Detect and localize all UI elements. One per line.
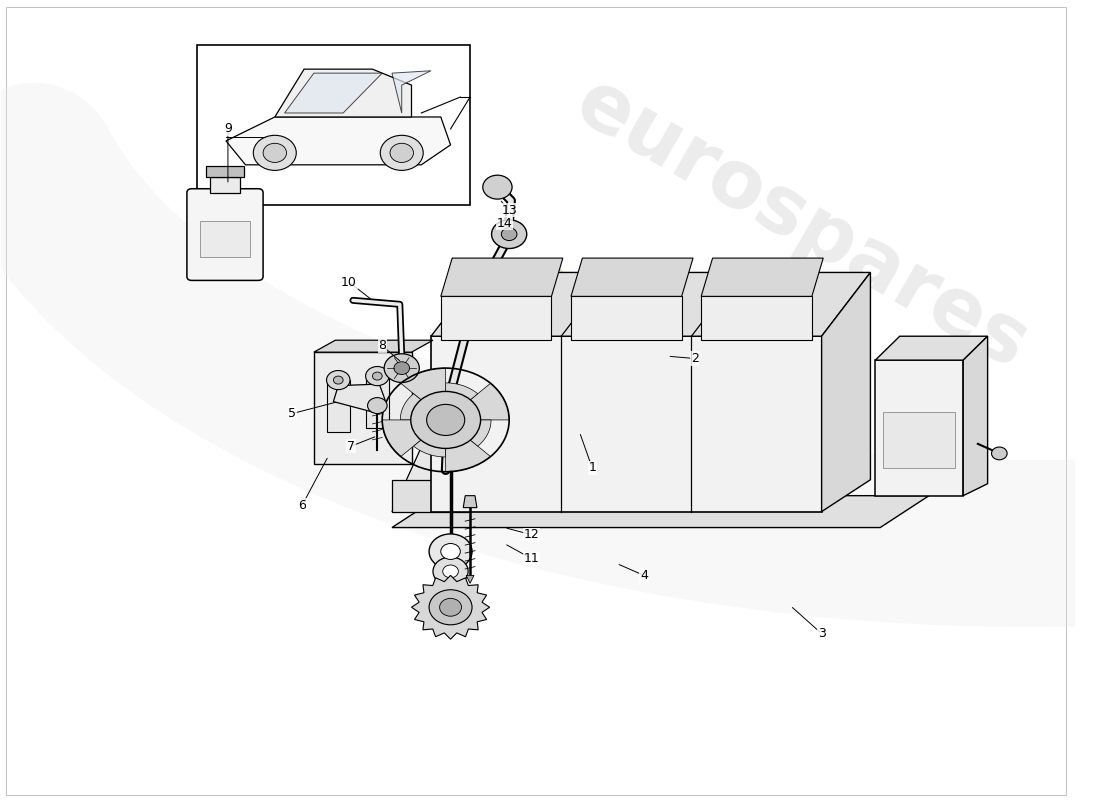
Circle shape: [492, 220, 527, 249]
Circle shape: [263, 143, 286, 162]
Text: eurospares: eurospares: [562, 63, 1042, 386]
Polygon shape: [314, 340, 433, 352]
Text: 4: 4: [640, 569, 648, 582]
Circle shape: [441, 543, 460, 559]
Circle shape: [367, 398, 387, 414]
Polygon shape: [571, 258, 693, 296]
Text: 14: 14: [496, 217, 513, 230]
Polygon shape: [365, 376, 389, 428]
Polygon shape: [207, 166, 243, 177]
Polygon shape: [400, 394, 446, 420]
Text: 9: 9: [224, 122, 232, 135]
Circle shape: [373, 372, 382, 380]
Circle shape: [991, 447, 1008, 460]
Circle shape: [410, 391, 481, 449]
Polygon shape: [463, 496, 477, 508]
Polygon shape: [701, 258, 823, 296]
Polygon shape: [392, 496, 930, 527]
Circle shape: [327, 370, 350, 390]
Polygon shape: [701, 296, 812, 340]
Circle shape: [442, 565, 459, 578]
Polygon shape: [446, 420, 491, 472]
Polygon shape: [446, 383, 509, 420]
FancyBboxPatch shape: [187, 189, 263, 281]
Polygon shape: [285, 73, 382, 113]
Text: 10: 10: [341, 275, 356, 289]
Polygon shape: [446, 420, 491, 446]
Polygon shape: [210, 177, 240, 193]
Text: 12: 12: [524, 528, 539, 542]
Text: 6: 6: [298, 498, 306, 512]
Text: 5: 5: [288, 407, 296, 420]
Circle shape: [365, 366, 389, 386]
Circle shape: [394, 362, 409, 374]
Polygon shape: [446, 383, 477, 420]
Bar: [199, 221, 251, 257]
Circle shape: [429, 590, 472, 625]
Polygon shape: [411, 575, 490, 639]
Circle shape: [253, 135, 296, 170]
Polygon shape: [414, 420, 446, 457]
Circle shape: [483, 175, 513, 199]
Text: 13: 13: [502, 204, 517, 217]
Polygon shape: [333, 384, 385, 412]
Circle shape: [381, 135, 424, 170]
Polygon shape: [571, 296, 682, 340]
Polygon shape: [822, 273, 870, 512]
Circle shape: [384, 354, 419, 382]
Polygon shape: [876, 360, 964, 496]
Text: 2: 2: [691, 352, 698, 365]
Bar: [883, 412, 956, 468]
Text: 8: 8: [378, 339, 386, 352]
Polygon shape: [275, 69, 411, 117]
Circle shape: [502, 228, 517, 241]
Text: 3: 3: [817, 627, 825, 640]
Text: 11: 11: [524, 552, 539, 565]
Polygon shape: [392, 404, 451, 512]
Polygon shape: [431, 273, 870, 336]
Circle shape: [433, 557, 469, 586]
Circle shape: [390, 143, 414, 162]
Text: 7: 7: [346, 440, 355, 453]
Circle shape: [429, 534, 472, 569]
Circle shape: [427, 404, 464, 435]
Polygon shape: [441, 296, 551, 340]
Polygon shape: [431, 336, 822, 512]
Polygon shape: [392, 480, 470, 512]
Bar: [197, 46, 470, 205]
Polygon shape: [876, 336, 988, 360]
Polygon shape: [466, 575, 474, 583]
Polygon shape: [327, 380, 350, 432]
Polygon shape: [314, 352, 411, 464]
Polygon shape: [441, 258, 563, 296]
Polygon shape: [400, 368, 446, 420]
Text: 1: 1: [588, 462, 596, 474]
Polygon shape: [392, 70, 431, 113]
Polygon shape: [382, 420, 446, 457]
Polygon shape: [226, 117, 451, 165]
Text: a passion for parts since 1985: a passion for parts since 1985: [543, 261, 865, 460]
Circle shape: [333, 376, 343, 384]
Circle shape: [440, 598, 462, 616]
Polygon shape: [964, 336, 988, 496]
